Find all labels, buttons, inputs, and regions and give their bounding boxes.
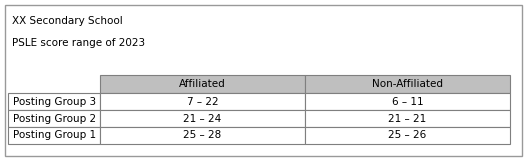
Text: PSLE score range of 2023: PSLE score range of 2023 [12,38,145,48]
Bar [8,127,100,144]
Text: 6 – 11: 6 – 11 [392,96,423,106]
Text: 7 – 22: 7 – 22 [187,96,218,106]
FancyBboxPatch shape [5,5,522,156]
Bar [100,110,305,127]
Bar [305,127,510,144]
Text: 25 – 26: 25 – 26 [388,131,427,141]
Text: 21 – 24: 21 – 24 [183,114,222,123]
Bar [8,93,100,110]
Text: Posting Group 1: Posting Group 1 [13,131,96,141]
Bar [305,75,510,93]
Bar [305,93,510,110]
Bar [100,75,305,93]
Bar [100,127,305,144]
Text: Non-Affiliated: Non-Affiliated [372,79,443,89]
Text: Affiliated: Affiliated [179,79,226,89]
Text: 25 – 28: 25 – 28 [183,131,222,141]
Text: XX Secondary School: XX Secondary School [12,16,123,26]
Text: Posting Group 3: Posting Group 3 [13,96,96,106]
Bar [305,110,510,127]
Text: 21 – 21: 21 – 21 [388,114,427,123]
Text: Posting Group 2: Posting Group 2 [13,114,96,123]
Bar [8,110,100,127]
Bar [100,93,305,110]
